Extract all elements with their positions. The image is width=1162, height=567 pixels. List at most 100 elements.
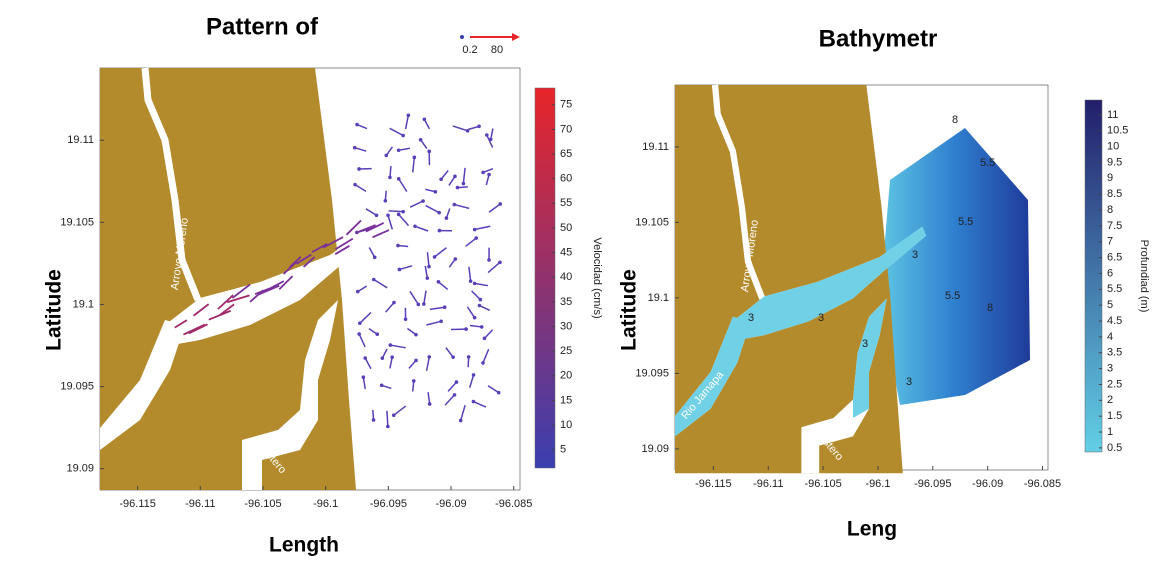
colorbar-tick-label: 75 — [560, 99, 572, 111]
velocity-arrow-head — [356, 290, 360, 294]
x-tick-label: -96.1 — [865, 478, 890, 490]
velocity-arrow-head — [404, 317, 408, 321]
y-tick-label: 19.09 — [66, 463, 94, 475]
velocity-arrow-head — [485, 133, 489, 137]
y-axis-label: Latitude — [43, 269, 66, 351]
colorbar-tick-label: 20 — [560, 370, 572, 382]
colorbar-tick-label: 6 — [1107, 267, 1113, 279]
colorbar-tick-label: 15 — [560, 394, 572, 406]
velocity-arrow-head — [456, 186, 460, 190]
colorbar — [1085, 100, 1102, 452]
panel-title: Bathymetr — [819, 25, 938, 52]
velocity-arrow-head — [412, 379, 416, 383]
colorbar-tick-label: 8 — [1107, 204, 1113, 216]
velocity-arrow-head — [427, 150, 431, 154]
velocity-arrow-head — [353, 146, 357, 150]
velocity-arrow-head — [473, 228, 477, 232]
contour-label: 3 — [862, 338, 868, 350]
colorbar-tick-label: 65 — [560, 148, 572, 160]
y-tick-label: 19.105 — [635, 216, 669, 228]
velocity-arrow-head — [380, 384, 384, 388]
x-tick-label: -96.105 — [804, 478, 841, 490]
velocity-arrow-head — [474, 236, 478, 240]
colorbar-tick-label: 50 — [560, 222, 572, 234]
velocity-arrow-head — [451, 355, 455, 359]
colorbar-tick-label: 5 — [1107, 299, 1113, 311]
colorbar-tick-label: 5 — [560, 444, 566, 456]
x-tick-label: -96.1 — [313, 498, 338, 510]
velocity-arrow-head — [373, 255, 377, 259]
colorbar-tick-label: 3 — [1107, 363, 1113, 375]
velocity-arrow-head — [386, 213, 390, 217]
velocity-arrow-head — [438, 229, 442, 233]
velocity-arrow-head — [439, 320, 443, 324]
velocity-arrow-head — [428, 402, 432, 406]
panel-right: Bathymetr Leng Latitude Arroyo Moreno Ri… — [618, 25, 1151, 540]
velocity-arrow-head — [498, 202, 502, 206]
velocity-arrow-head — [413, 156, 417, 160]
velocity-arrow-head — [473, 316, 477, 320]
velocity-arrow-head — [498, 261, 502, 265]
x-tick-label: -96.11 — [753, 478, 783, 490]
velocity-arrow-head — [375, 213, 379, 217]
x-tick-label: -96.115 — [695, 478, 732, 490]
colorbar-tick-label: 1 — [1107, 426, 1113, 438]
colorbar-tick-label: 2 — [1107, 394, 1113, 406]
colorbar-tick-label: 9 — [1107, 172, 1113, 184]
velocity-arrow-head — [357, 332, 361, 336]
y-tick-label: 19.09 — [641, 443, 669, 455]
velocity-arrow-head — [414, 359, 418, 363]
colorbar-tick-label: 10 — [1107, 141, 1119, 153]
velocity-arrow-head — [464, 327, 468, 331]
velocity-arrow-head — [453, 175, 457, 179]
colorbar-tick-label: 7.5 — [1107, 220, 1122, 232]
colorbar-tick-label: 11 — [1107, 109, 1118, 121]
velocity-arrow-head — [388, 343, 392, 347]
x-tick-label: -96.085 — [1024, 478, 1061, 490]
velocity-arrow-head — [381, 356, 385, 360]
velocity-arrow-head — [401, 134, 405, 138]
velocity-arrow-head — [423, 117, 427, 121]
velocity-arrow-head — [454, 257, 458, 261]
colorbar-label: Velocidad (cm/s) — [591, 237, 603, 318]
velocity-arrow-head — [467, 355, 471, 359]
colorbar-tick-label: 5.5 — [1107, 283, 1122, 295]
panel-title: Pattern of — [206, 13, 319, 40]
velocity-arrow-head — [437, 280, 441, 284]
velocity-arrow-head — [445, 216, 449, 220]
y-tick-label: 19.1 — [73, 298, 94, 310]
velocity-arrow-head — [413, 224, 417, 228]
colorbar-tick-label: 70 — [560, 123, 572, 135]
velocity-arrow-head — [472, 400, 476, 404]
velocity-arrow-head — [455, 380, 459, 384]
colorbar-tick-label: 7 — [1107, 236, 1113, 248]
y-tick-label: 19.11 — [67, 134, 94, 146]
colorbar-tick-label: 55 — [560, 197, 572, 209]
colorbar-tick-label: 0.5 — [1107, 442, 1122, 454]
velocity-arrow-head — [478, 304, 482, 308]
velocity-arrow-head — [487, 258, 491, 262]
colorbar-tick-label: 4.5 — [1107, 315, 1122, 327]
velocity-arrow-head — [384, 199, 388, 203]
velocity-arrow-head — [481, 171, 485, 175]
reference-arrow-small — [460, 35, 464, 39]
x-axis-label: Length — [269, 534, 339, 557]
y-tick-label: 19.105 — [60, 216, 94, 228]
velocity-arrow-head — [353, 183, 357, 187]
velocity-arrow-head — [357, 167, 361, 171]
x-axis-label: Leng — [847, 518, 897, 541]
velocity-arrow-head — [422, 302, 426, 306]
velocity-arrow-head — [421, 199, 425, 203]
x-tick-label: -96.105 — [244, 498, 281, 510]
velocity-arrow-head — [397, 177, 401, 181]
colorbar-tick-label: 35 — [560, 296, 572, 308]
velocity-arrow-head — [388, 176, 392, 180]
velocity-arrow-head — [390, 355, 394, 359]
velocity-arrow-head — [483, 337, 487, 341]
colorbar-tick-label: 1.5 — [1107, 410, 1122, 422]
velocity-arrow-head — [462, 182, 466, 186]
velocity-arrow-head — [439, 177, 443, 181]
y-tick-label: 19.095 — [635, 367, 669, 379]
y-axis-label: Latitude — [618, 269, 641, 351]
